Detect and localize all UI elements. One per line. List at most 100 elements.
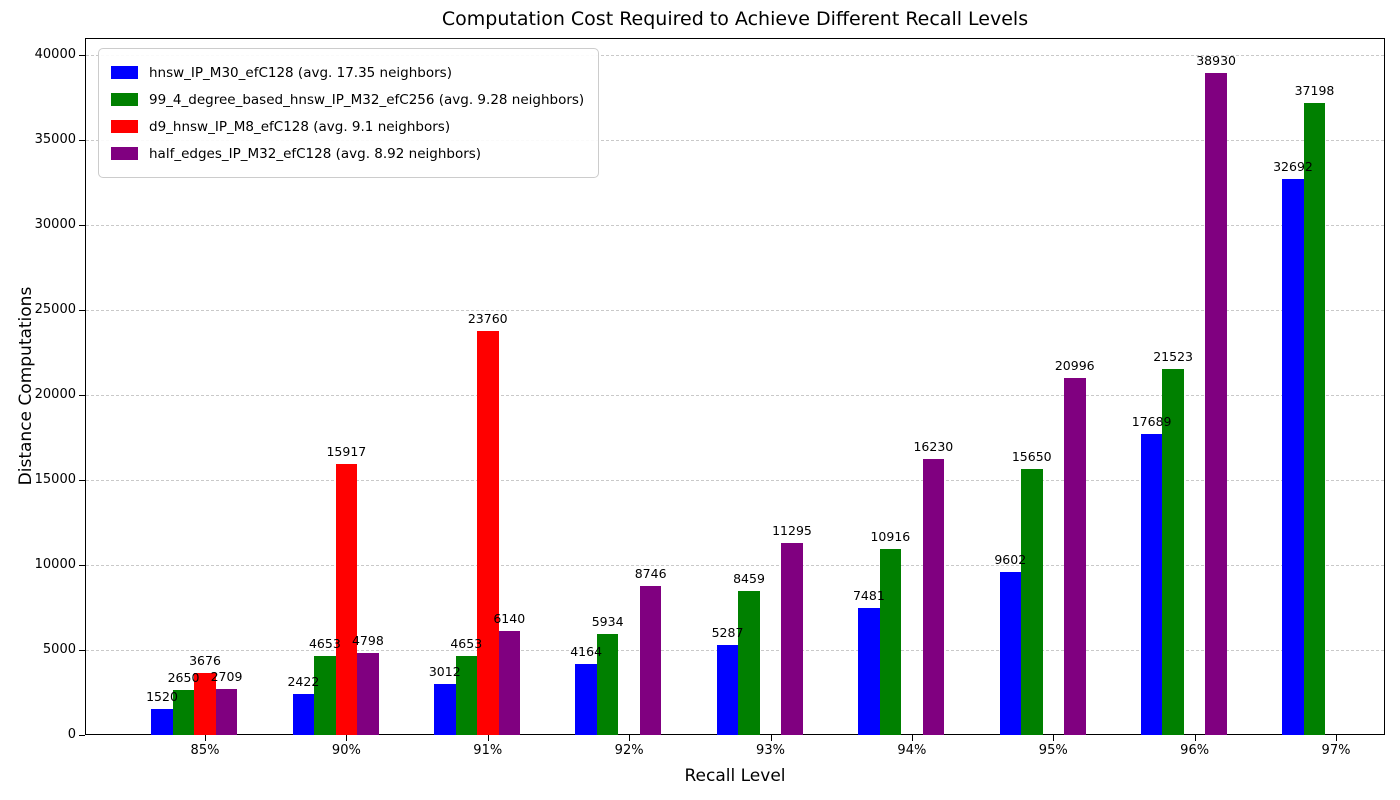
bar-value-label: 1520 (146, 689, 178, 705)
bar-value-label: 6140 (493, 610, 526, 626)
bar-series2-94% (879, 549, 902, 735)
x-tick-mark (770, 735, 772, 741)
bar-series1-92% (575, 664, 597, 735)
y-tick-mark (79, 735, 85, 736)
bar-value-label: 4653 (308, 635, 341, 651)
y-tick-mark (79, 310, 85, 311)
bar-series2-85% (172, 689, 195, 735)
legend-swatch-blue (111, 66, 138, 79)
x-tick-label: 96% (1180, 743, 1210, 758)
y-tick-mark (79, 140, 85, 141)
y-tick-label: 40000 (34, 47, 76, 62)
legend-swatch-red (111, 120, 138, 133)
x-tick-mark (1053, 735, 1055, 741)
bar-series2-93% (738, 591, 760, 735)
bar-value-label: 23760 (467, 311, 508, 327)
bar-series1-94% (858, 607, 880, 735)
x-tick-label: 97% (1321, 743, 1351, 758)
legend-entry: half_edges_IP_M32_efC128 (avg. 8.92 neig… (111, 140, 584, 167)
x-tick-mark (487, 735, 489, 741)
bar-value-label: 32692 (1273, 159, 1313, 175)
legend-entry: d9_hnsw_IP_M8_efC128 (avg. 9.1 neighbors… (111, 113, 584, 140)
bar-series3-91% (477, 331, 499, 735)
x-tick-label: 94% (897, 743, 927, 758)
chart-title: Computation Cost Required to Achieve Dif… (441, 8, 1029, 30)
bar-series4-94% (922, 459, 945, 735)
y-gridline (86, 480, 1384, 481)
x-tick-mark (911, 735, 913, 741)
x-tick-mark (205, 735, 206, 741)
bar-series4-95% (1064, 378, 1086, 735)
x-tick-mark (346, 735, 348, 741)
bar-series4-92% (639, 586, 662, 735)
bar-series4-96% (1205, 73, 1227, 735)
bar-series3-90% (335, 464, 358, 735)
y-tick-label: 30000 (34, 217, 76, 232)
bar-series2-95% (1021, 468, 1043, 735)
bar-value-label: 5287 (711, 625, 744, 641)
bar-series1-96% (1140, 434, 1163, 735)
bar-value-label: 16230 (913, 439, 954, 455)
bar-value-label: 37198 (1294, 82, 1335, 98)
legend-label: 99_4_degree_based_hnsw_IP_M32_efC256 (av… (149, 91, 585, 108)
y-gridline (86, 55, 1384, 56)
x-tick-label: 91% (473, 743, 503, 758)
bar-series3-85% (194, 672, 216, 735)
bar-value-label: 2422 (287, 673, 320, 689)
legend-label: hnsw_IP_M30_efC128 (avg. 17.35 neighbors… (149, 64, 452, 81)
bar-series1-90% (292, 693, 315, 735)
x-tick-mark (629, 735, 631, 741)
y-tick-mark (79, 565, 85, 566)
x-axis-label: Recall Level (684, 766, 786, 786)
bar-value-label: 5934 (591, 614, 624, 630)
bar-value-label: 15650 (1011, 448, 1052, 464)
x-tick-label: 92% (614, 743, 644, 758)
y-gridline (86, 140, 1384, 141)
bar-series1-93% (716, 645, 739, 735)
bar-series2-97% (1303, 102, 1326, 735)
y-tick-label: 35000 (34, 132, 76, 147)
y-tick-mark (79, 395, 85, 396)
bar-value-label: 2650 (167, 669, 200, 685)
bar-value-label: 7481 (852, 587, 885, 603)
y-tick-label: 5000 (42, 642, 76, 657)
y-gridline (86, 395, 1384, 396)
bar-value-label: 4653 (450, 635, 483, 651)
y-tick-label: 20000 (34, 387, 76, 402)
x-tick-label: 90% (331, 743, 361, 758)
legend-label: half_edges_IP_M32_efC128 (avg. 8.92 neig… (149, 145, 482, 162)
bar-value-label: 38930 (1196, 53, 1236, 69)
bar-series1-85% (151, 709, 173, 735)
y-tick-label: 0 (67, 727, 76, 742)
bar-value-label: 10916 (870, 529, 911, 545)
x-tick-mark (1194, 735, 1196, 741)
legend-swatch-green (111, 93, 138, 106)
bar-value-label: 8459 (733, 571, 765, 587)
y-tick-label: 15000 (34, 472, 76, 487)
bar-value-label: 15917 (326, 444, 367, 460)
bar-value-label: 11295 (772, 522, 812, 538)
bar-value-label: 4164 (570, 644, 603, 660)
y-axis-label: Distance Computations (16, 286, 36, 486)
bar-value-label: 20996 (1054, 358, 1095, 374)
bar-series2-96% (1162, 369, 1184, 735)
y-gridline (86, 565, 1384, 566)
bar-series2-91% (455, 655, 477, 735)
legend-label: d9_hnsw_IP_M8_efC128 (avg. 9.1 neighbors… (149, 118, 451, 135)
y-gridline (86, 225, 1384, 226)
bar-series4-90% (357, 653, 379, 735)
bar-series1-91% (434, 683, 456, 735)
bar-value-label: 17689 (1131, 414, 1172, 430)
x-tick-label: 93% (756, 743, 785, 758)
bar-series4-93% (781, 542, 803, 735)
bar-value-label: 8746 (634, 566, 667, 582)
bar-value-label: 9602 (994, 551, 1027, 567)
bar-series2-90% (314, 655, 336, 735)
y-gridline (86, 310, 1384, 311)
bar-series4-85% (215, 688, 238, 735)
bar-value-label: 3676 (189, 652, 221, 668)
legend-entry: 99_4_degree_based_hnsw_IP_M32_efC256 (av… (111, 86, 584, 113)
bar-series4-91% (498, 630, 520, 735)
y-tick-mark (79, 650, 85, 651)
